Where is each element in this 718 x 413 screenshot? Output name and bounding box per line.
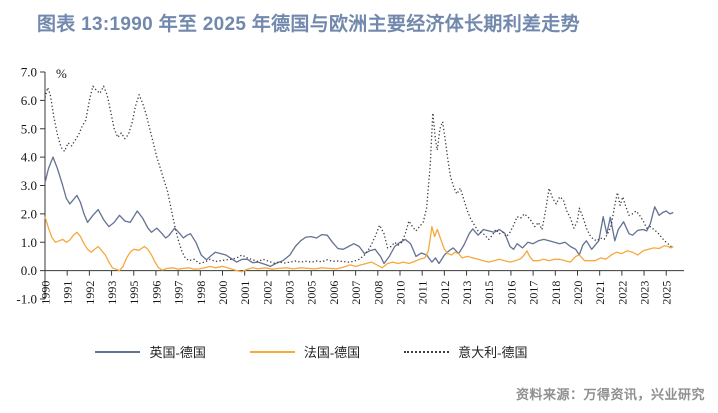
svg-text:2022: 2022 [615, 281, 629, 305]
svg-text:6.0: 6.0 [21, 93, 37, 108]
svg-text:5.0: 5.0 [21, 121, 37, 136]
svg-text:1998: 1998 [194, 281, 208, 305]
solid-line-swatch-uk [95, 350, 141, 353]
legend-label-france-germany: 法国-德国 [303, 345, 361, 360]
chart-title: 图表 13:1990 年至 2025 年德国与欧洲主要经济体长期利差走势 [37, 14, 580, 35]
legend-label-uk-germany: 英国-德国 [149, 345, 206, 360]
line-chart: 7.0 6.0 5.0 4.0 3.0 2.0 1.0 0.0 -1.0% 1990 1991 199… [16, 65, 684, 307]
svg-text:2008: 2008 [371, 281, 385, 305]
svg-text:-1.0: -1.0 [16, 292, 37, 307]
legend-label-italy-germany: 意大利-德国 [458, 345, 528, 360]
svg-text:1993: 1993 [105, 281, 119, 305]
svg-text:1.0: 1.0 [21, 235, 37, 250]
legend-item-france-germany: 法国-德国 [249, 342, 361, 361]
svg-text:2005: 2005 [305, 281, 319, 305]
svg-text:2016: 2016 [504, 281, 518, 305]
svg-text:7.0: 7.0 [21, 65, 37, 80]
legend-item-uk-germany: 英国-德国 [95, 342, 206, 361]
svg-text:4.0: 4.0 [21, 150, 37, 165]
svg-text:3.0: 3.0 [21, 178, 37, 193]
svg-text:2025: 2025 [660, 281, 674, 305]
source-note: 资料来源：万得资讯，兴业研究 [515, 387, 705, 402]
svg-text:2000: 2000 [216, 281, 230, 305]
svg-text:2013: 2013 [460, 281, 474, 305]
svg-text:1990: 1990 [39, 281, 53, 305]
svg-text:2011: 2011 [416, 281, 430, 305]
svg-text:2002: 2002 [260, 281, 274, 305]
svg-text:2023: 2023 [638, 281, 652, 305]
svg-text:1991: 1991 [61, 281, 75, 305]
svg-text:2021: 2021 [593, 281, 607, 305]
svg-text:2003: 2003 [283, 281, 297, 305]
svg-text:1996: 1996 [149, 281, 163, 305]
svg-text:1995: 1995 [127, 281, 141, 305]
svg-text:0.0: 0.0 [21, 263, 37, 278]
dotted-line-swatch-italy [404, 350, 450, 353]
svg-text:2015: 2015 [482, 281, 496, 305]
svg-text:2018: 2018 [549, 281, 563, 305]
svg-text:2007: 2007 [349, 281, 363, 305]
legend-item-italy-germany: 意大利-德国 [404, 342, 528, 361]
svg-text:1992: 1992 [83, 281, 97, 305]
svg-text:2017: 2017 [527, 281, 541, 305]
svg-text:2001: 2001 [238, 281, 252, 305]
svg-text:2010: 2010 [393, 281, 407, 305]
svg-text:2012: 2012 [438, 281, 452, 305]
svg-text:%: % [56, 66, 67, 81]
svg-text:2006: 2006 [327, 281, 341, 305]
svg-text:2.0: 2.0 [21, 206, 37, 221]
chart-legend: 英国-德国 法国-德国 意大利-德国 [0, 342, 718, 361]
svg-text:2020: 2020 [571, 281, 585, 305]
solid-line-swatch-france [249, 350, 295, 353]
svg-text:1997: 1997 [172, 281, 186, 305]
